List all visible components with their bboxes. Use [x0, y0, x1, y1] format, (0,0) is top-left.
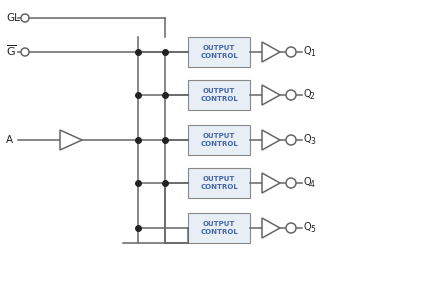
Text: CONTROL: CONTROL [200, 53, 238, 59]
Text: CONTROL: CONTROL [200, 96, 238, 102]
Text: Q: Q [303, 134, 311, 144]
Text: 2: 2 [310, 92, 315, 101]
Text: OUTPUT: OUTPUT [203, 133, 235, 139]
Text: Q: Q [303, 89, 311, 99]
Polygon shape [60, 130, 82, 150]
Bar [188, 213, 250, 243]
Text: Q: Q [303, 222, 311, 232]
Circle shape [21, 48, 29, 56]
Text: CONTROL: CONTROL [200, 229, 238, 235]
Circle shape [286, 178, 296, 188]
Text: 3: 3 [310, 137, 315, 146]
Text: Q: Q [303, 46, 311, 56]
Circle shape [286, 135, 296, 145]
Text: GL: GL [6, 13, 20, 23]
Text: 4: 4 [310, 180, 315, 189]
Bar [188, 125, 250, 155]
Text: 5: 5 [310, 225, 315, 234]
Text: CONTROL: CONTROL [200, 141, 238, 147]
Polygon shape [262, 218, 280, 238]
Text: CONTROL: CONTROL [200, 184, 238, 190]
Circle shape [286, 47, 296, 57]
Bar [188, 168, 250, 198]
Polygon shape [262, 42, 280, 62]
Text: OUTPUT: OUTPUT [203, 45, 235, 51]
Text: OUTPUT: OUTPUT [203, 176, 235, 182]
Polygon shape [262, 130, 280, 150]
Text: OUTPUT: OUTPUT [203, 221, 235, 227]
Text: $\overline{\rm G}$: $\overline{\rm G}$ [6, 44, 16, 58]
Text: Q: Q [303, 177, 311, 187]
Text: OUTPUT: OUTPUT [203, 88, 235, 94]
Circle shape [286, 223, 296, 233]
Text: A: A [6, 135, 13, 145]
Bar [188, 37, 250, 67]
Circle shape [21, 14, 29, 22]
Polygon shape [262, 85, 280, 105]
Polygon shape [262, 173, 280, 193]
Text: 1: 1 [310, 49, 315, 58]
Circle shape [286, 90, 296, 100]
Bar [188, 80, 250, 110]
